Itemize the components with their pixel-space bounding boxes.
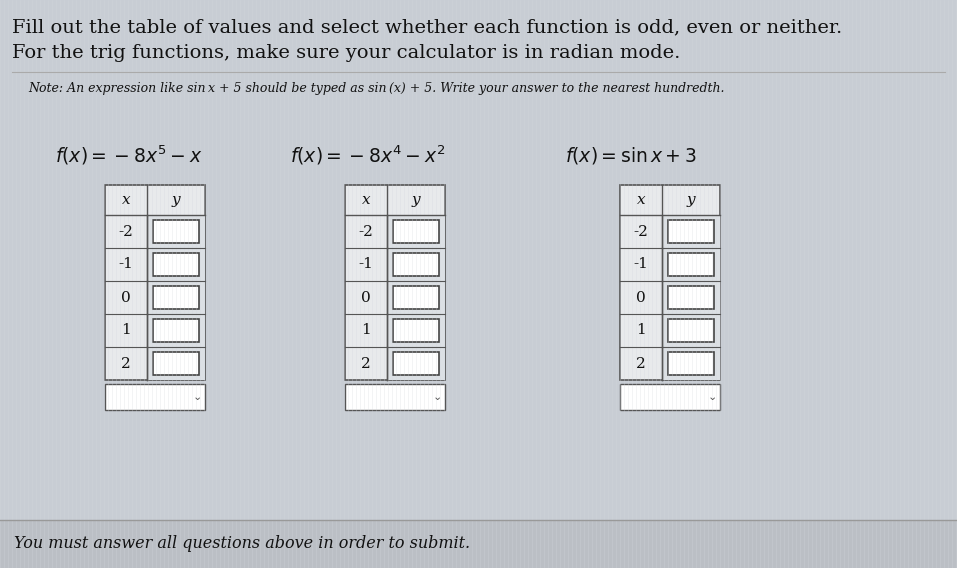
Bar bbox=[387, 215, 445, 248]
Text: $f(x) = -8x^5 - x$: $f(x) = -8x^5 - x$ bbox=[55, 143, 203, 167]
Bar bbox=[662, 314, 720, 347]
Bar bbox=[153, 286, 199, 309]
Text: -2: -2 bbox=[359, 224, 373, 239]
Bar bbox=[153, 352, 199, 375]
Text: Fill out the table of values and select whether each function is odd, even or ne: Fill out the table of values and select … bbox=[12, 18, 842, 36]
Text: y: y bbox=[687, 193, 696, 207]
Bar bbox=[387, 281, 445, 314]
Text: x: x bbox=[636, 193, 645, 207]
Text: $f(x) = -8x^4 - x^2$: $f(x) = -8x^4 - x^2$ bbox=[290, 143, 445, 167]
Text: x: x bbox=[362, 193, 370, 207]
Bar bbox=[0, 520, 957, 568]
Text: x: x bbox=[122, 193, 130, 207]
Text: -1: -1 bbox=[359, 257, 373, 272]
Bar bbox=[662, 215, 720, 248]
Bar bbox=[147, 281, 205, 314]
Bar bbox=[387, 347, 445, 380]
Text: -1: -1 bbox=[634, 257, 649, 272]
Text: -2: -2 bbox=[119, 224, 133, 239]
Text: 2: 2 bbox=[361, 357, 371, 370]
Bar bbox=[387, 248, 445, 281]
Text: 0: 0 bbox=[361, 290, 371, 304]
Text: Note: An expression like sin x + 5 should be typed as sin (x) + 5. Write your an: Note: An expression like sin x + 5 shoul… bbox=[28, 82, 724, 95]
Bar bbox=[153, 253, 199, 276]
Text: ⌄: ⌄ bbox=[433, 392, 442, 402]
Bar bbox=[147, 314, 205, 347]
Bar bbox=[345, 384, 445, 410]
Bar bbox=[393, 253, 439, 276]
Bar bbox=[153, 319, 199, 342]
Text: 2: 2 bbox=[122, 357, 131, 370]
Bar bbox=[620, 185, 720, 380]
Bar bbox=[345, 185, 445, 380]
Bar bbox=[668, 319, 714, 342]
Text: 1: 1 bbox=[636, 324, 646, 337]
Bar bbox=[668, 286, 714, 309]
Bar bbox=[153, 220, 199, 243]
Bar bbox=[393, 286, 439, 309]
Bar bbox=[387, 314, 445, 347]
Text: 1: 1 bbox=[122, 324, 131, 337]
Bar bbox=[393, 220, 439, 243]
Bar bbox=[147, 248, 205, 281]
Bar bbox=[105, 185, 205, 380]
Text: For the trig functions, make sure your calculator is in radian mode.: For the trig functions, make sure your c… bbox=[12, 44, 680, 62]
Bar bbox=[393, 352, 439, 375]
Bar bbox=[668, 220, 714, 243]
Bar bbox=[668, 352, 714, 375]
Bar bbox=[147, 347, 205, 380]
Text: ⌄: ⌄ bbox=[192, 392, 202, 402]
Bar bbox=[393, 319, 439, 342]
Bar bbox=[105, 384, 205, 410]
Text: ⌄: ⌄ bbox=[707, 392, 717, 402]
Text: 0: 0 bbox=[636, 290, 646, 304]
Bar bbox=[662, 281, 720, 314]
Text: You must answer all questions above in order to submit.: You must answer all questions above in o… bbox=[14, 536, 470, 553]
Bar bbox=[147, 215, 205, 248]
Bar bbox=[662, 347, 720, 380]
Text: $f(x) = \sin x + 3$: $f(x) = \sin x + 3$ bbox=[565, 144, 697, 165]
Bar bbox=[668, 253, 714, 276]
Bar bbox=[662, 248, 720, 281]
Bar bbox=[620, 384, 720, 410]
Text: 2: 2 bbox=[636, 357, 646, 370]
Text: y: y bbox=[412, 193, 420, 207]
Text: -2: -2 bbox=[634, 224, 649, 239]
Text: y: y bbox=[171, 193, 180, 207]
Text: -1: -1 bbox=[119, 257, 133, 272]
Text: 1: 1 bbox=[361, 324, 371, 337]
Text: 0: 0 bbox=[122, 290, 131, 304]
